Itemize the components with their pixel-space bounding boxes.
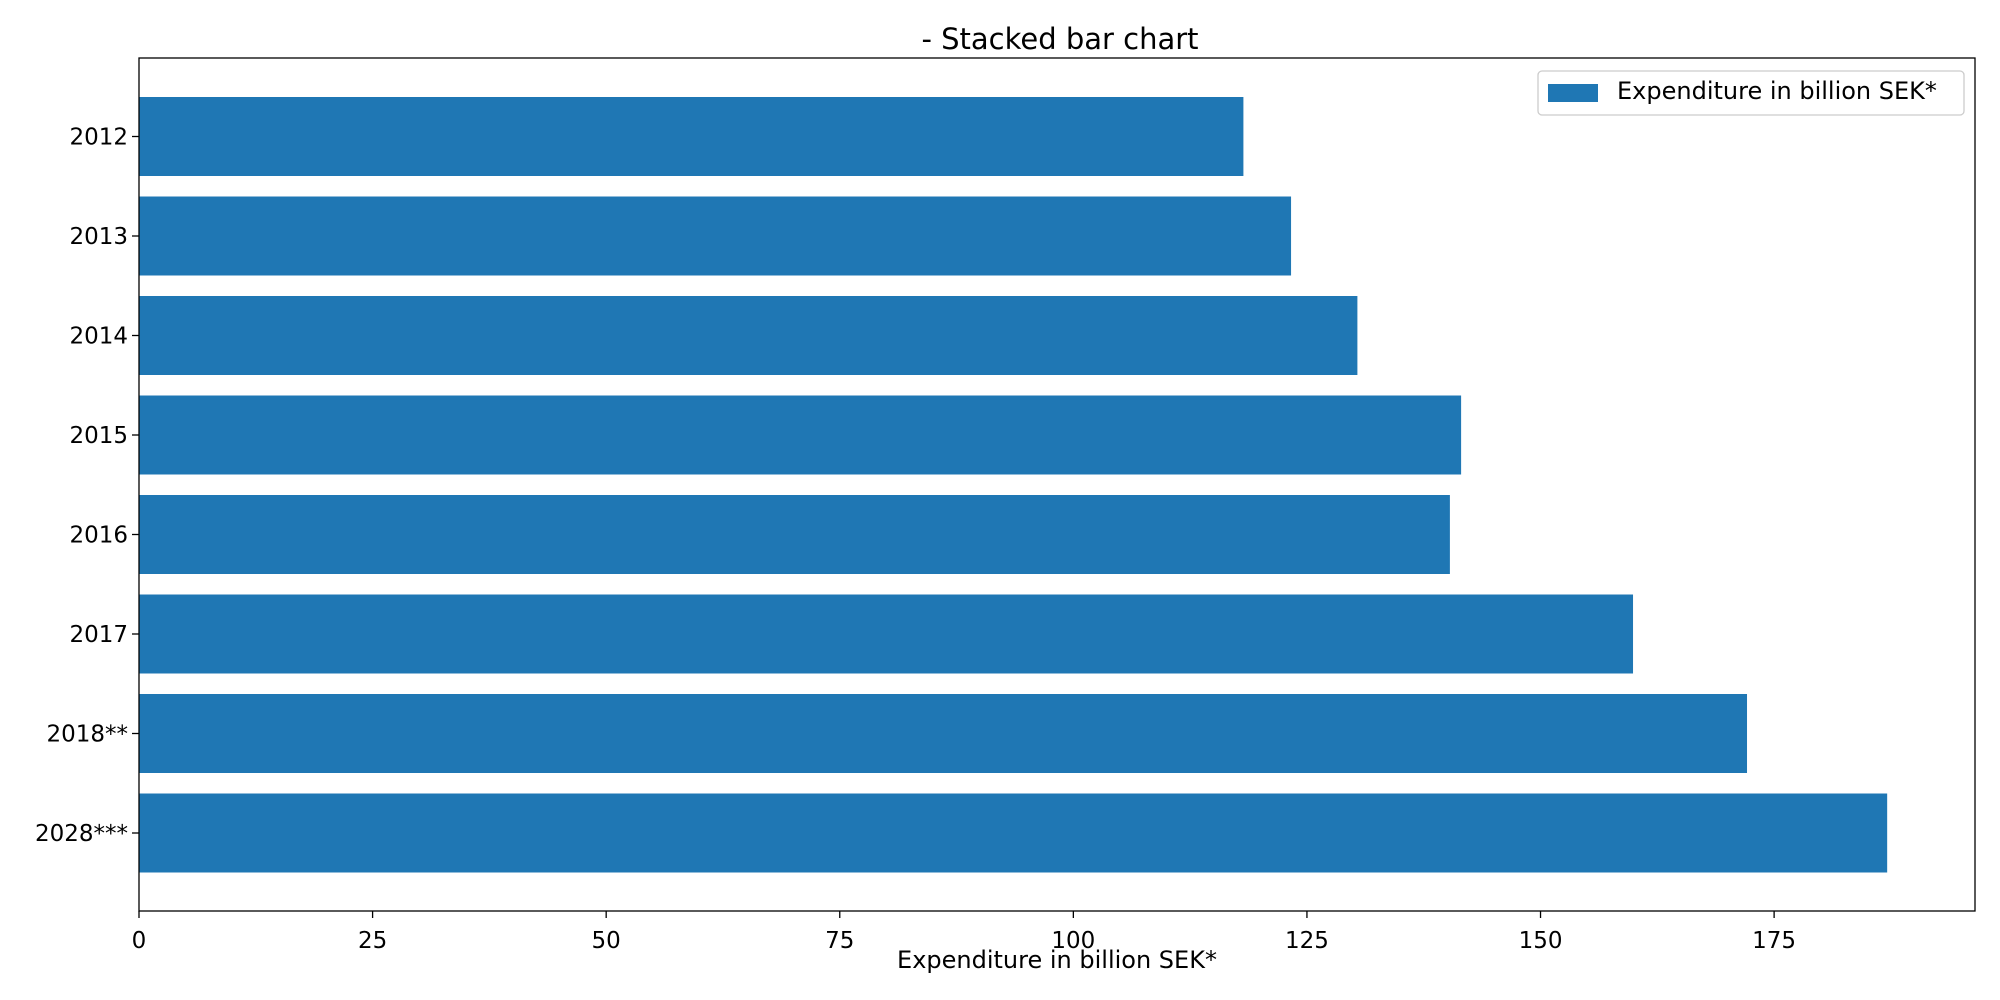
- bars-group: [139, 97, 1888, 873]
- bar-2018: [139, 694, 1748, 773]
- bar-2012: [139, 97, 1244, 176]
- legend-box: [1537, 70, 1965, 116]
- legend-swatch: [1548, 84, 1598, 102]
- y-tick-label: 2013: [69, 224, 128, 250]
- x-axis-label: Expenditure in billion SEK*: [897, 946, 1217, 974]
- chart-title: - Stacked bar chart: [921, 22, 1198, 56]
- y-tick-label: 2018**: [46, 722, 128, 748]
- x-tick-label: 150: [1519, 928, 1563, 954]
- x-tick-label: 25: [358, 928, 387, 954]
- y-tick-label: 2014: [69, 324, 128, 350]
- legend: Expenditure in billion SEK*: [1537, 70, 1965, 116]
- bar-2015: [139, 395, 1462, 475]
- x-tick-label: 100: [1051, 928, 1095, 954]
- x-tick-label: 75: [825, 928, 854, 954]
- x-tick-label: 125: [1285, 928, 1329, 954]
- y-tick-label: 2012: [69, 125, 128, 151]
- y-tick-label: 2015: [69, 423, 128, 449]
- y-tick-label: 2017: [69, 622, 128, 648]
- bar-2017: [139, 594, 1634, 674]
- plot-frame: [138, 57, 1976, 912]
- bar-2013: [139, 196, 1292, 276]
- bar-2028: [139, 793, 1888, 873]
- x-tick-label: 0: [132, 928, 147, 954]
- bar-2014: [139, 296, 1358, 375]
- bar-2016: [139, 495, 1450, 574]
- x-tick-label: 175: [1752, 928, 1796, 954]
- x-axis: 0 25 50 75 100 125 150 175: [132, 911, 1796, 954]
- y-tick-label: 2016: [69, 523, 128, 549]
- legend-label: Expenditure in billion SEK*: [1617, 77, 1937, 105]
- y-tick-label: 2028***: [35, 821, 128, 847]
- x-tick-label: 50: [592, 928, 621, 954]
- y-axis: 2012 2013 2014 2015 2016 2017 2018** 2028***: [35, 125, 139, 847]
